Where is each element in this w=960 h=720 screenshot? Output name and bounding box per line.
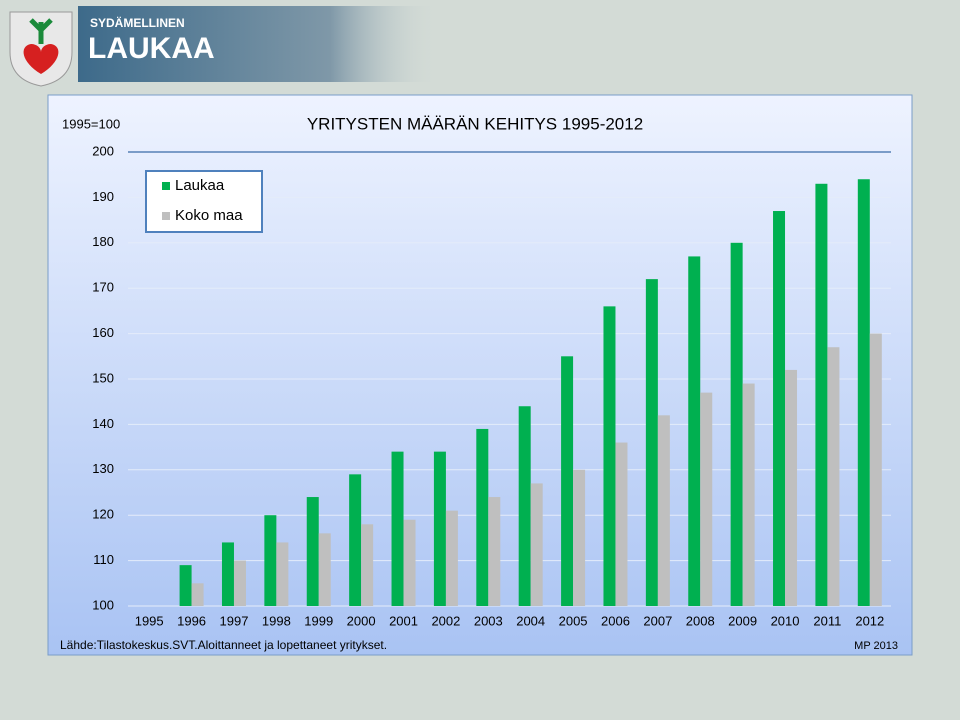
credit: MP 2013 (854, 640, 898, 652)
bar (476, 428, 489, 606)
heart-icon (23, 44, 59, 74)
bar (530, 483, 543, 606)
bar (403, 519, 416, 606)
bar (645, 279, 658, 606)
y-tick-label: 170 (92, 280, 114, 295)
y-tick-label: 200 (92, 143, 114, 158)
bar (433, 451, 446, 606)
plot: 100 110 120 130 140 150 160 170 180 190 200 1995 199… (92, 143, 891, 628)
y-tick-label: 120 (92, 507, 114, 522)
x-tick-label: 2005 (559, 613, 588, 628)
x-tick-label: 2004 (516, 613, 545, 628)
bar (657, 415, 670, 606)
x-tick-label: 1996 (177, 613, 206, 628)
x-tick-label: 2000 (347, 613, 376, 628)
bar (264, 515, 277, 606)
bar (700, 392, 713, 606)
x-tick-label: 2007 (643, 613, 672, 628)
crest (9, 11, 73, 87)
y-tick-label: 190 (92, 189, 114, 204)
bar (233, 560, 246, 606)
y-tick-label: 180 (92, 234, 114, 249)
header-banner: SYDÄMELLINEN LAUKAA (9, 6, 438, 87)
bar (488, 497, 501, 606)
header-tagline: SYDÄMELLINEN (90, 15, 185, 30)
y-tick-label: 130 (92, 461, 114, 476)
y-tick-label: 160 (92, 325, 114, 340)
legend-label: Laukaa (175, 177, 225, 194)
bar (361, 524, 374, 606)
bar (518, 406, 531, 606)
x-tick-label: 2011 (813, 613, 841, 628)
x-tick-label: 2001 (389, 613, 418, 628)
legend: Laukaa Koko maa (145, 170, 263, 233)
bar (391, 451, 404, 606)
bar (573, 469, 586, 606)
bar (869, 333, 882, 606)
bar (773, 211, 786, 606)
bar (276, 542, 289, 606)
x-tick-label: 2006 (601, 613, 630, 628)
x-tick-label: 1997 (220, 613, 249, 628)
header-name: LAUKAA (88, 32, 215, 65)
y-tick-label: 110 (93, 552, 114, 567)
banner-image (78, 6, 438, 82)
bar (688, 256, 701, 606)
bar (730, 242, 743, 607)
bar (815, 183, 828, 606)
unit-label: 1995=100 (62, 116, 120, 131)
x-tick-label: 2009 (728, 613, 757, 628)
x-tick-label: 2010 (771, 613, 800, 628)
source: Lähde:Tilastokeskus.SVT.Aloittanneet ja … (60, 638, 387, 652)
bar (445, 510, 458, 606)
legend-swatch (162, 212, 170, 220)
bar (191, 583, 204, 606)
bar (318, 533, 331, 606)
bar (615, 442, 628, 606)
x-tick-label: 2002 (431, 613, 460, 628)
legend-swatch (162, 182, 170, 190)
legend-label: Koko maa (175, 207, 243, 224)
bar (306, 497, 319, 606)
legend-box (145, 170, 263, 233)
bar (857, 179, 870, 607)
chart-title: YRITYSTEN MÄÄRÄN KEHITYS 1995-2012 (307, 114, 643, 133)
x-tick-label: 1998 (262, 613, 291, 628)
y-tick-label: 150 (92, 370, 114, 385)
bar (561, 356, 574, 606)
bar (603, 306, 616, 606)
bar (742, 383, 755, 606)
bar (785, 369, 798, 606)
y-tick-label: 140 (92, 416, 114, 431)
bar (179, 565, 192, 606)
x-tick-label: 2012 (855, 613, 884, 628)
plant-icon (29, 18, 53, 44)
bar (827, 347, 840, 606)
x-tick-label: 2003 (474, 613, 503, 628)
bar (349, 474, 362, 606)
x-tick-label: 1995 (135, 613, 164, 628)
bar (221, 542, 234, 606)
x-tick-label: 1999 (304, 613, 333, 628)
x-tick-label: 2008 (686, 613, 715, 628)
y-tick-label: 100 (92, 597, 114, 612)
